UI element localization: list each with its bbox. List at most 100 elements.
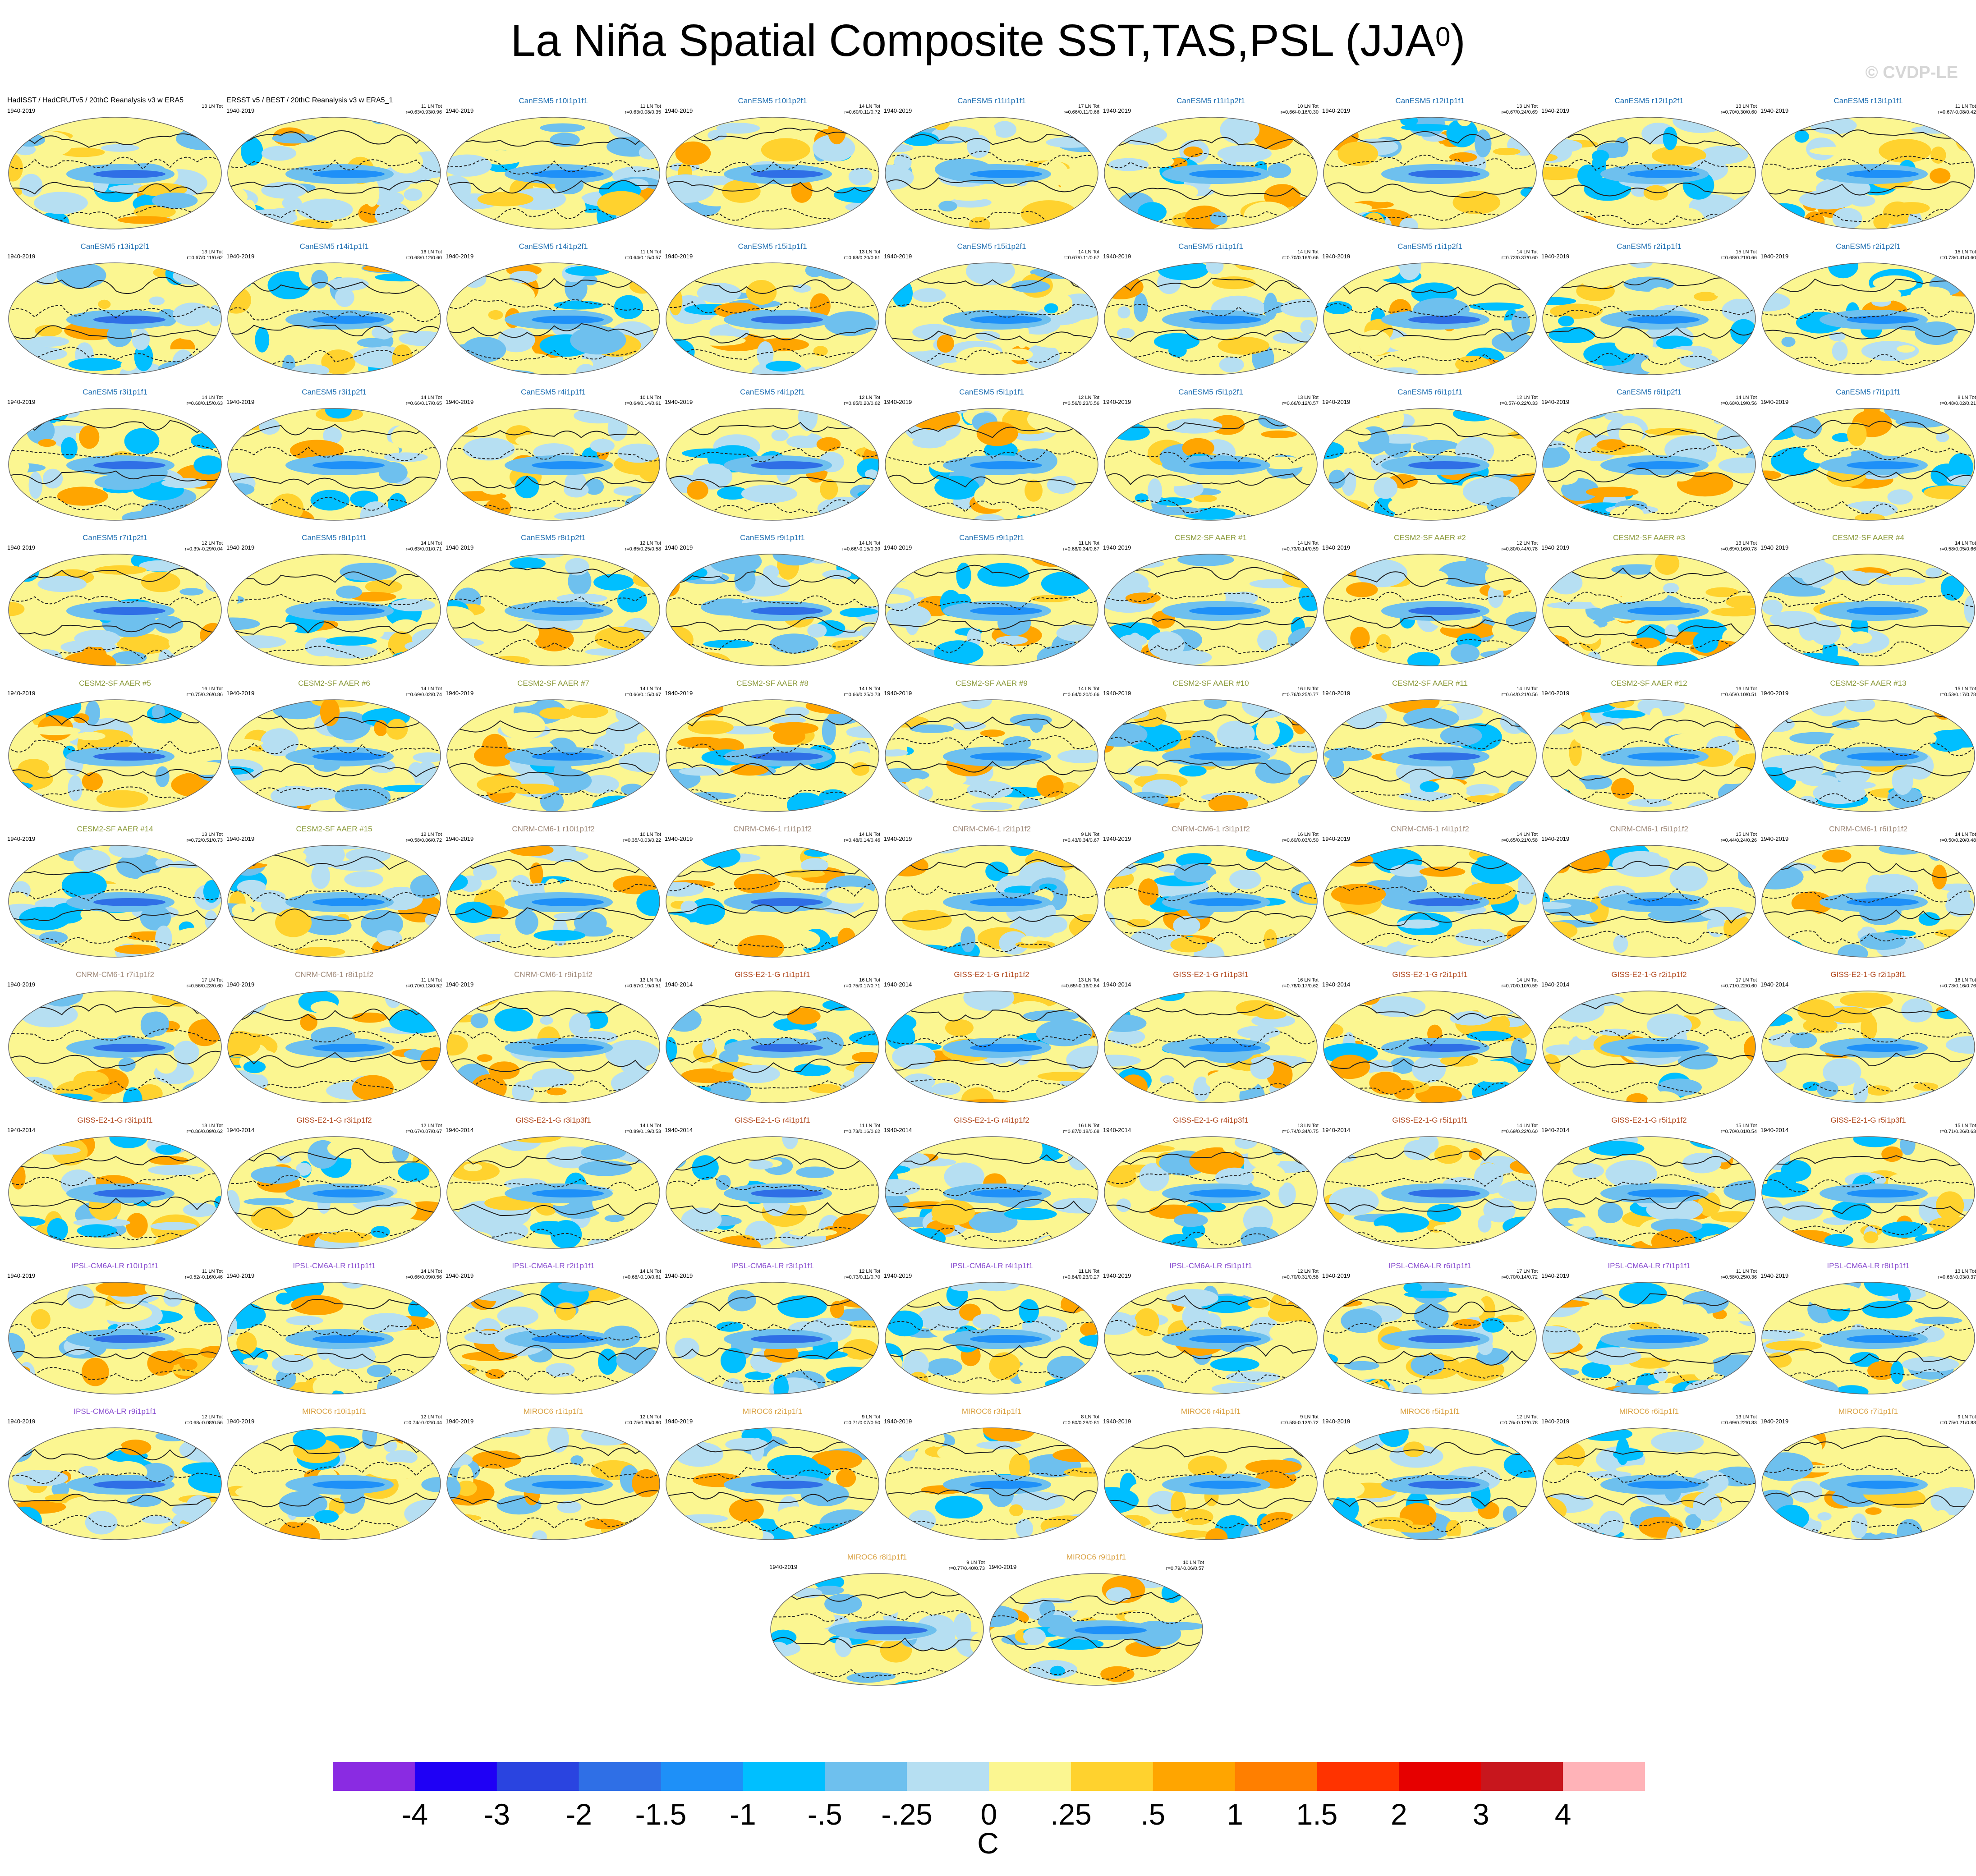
panel-header: CanESM5 r4i1p2f1 1940-2019 12 LN Tot r=0.65… [663, 388, 882, 409]
panel-years: 1940-2019 [665, 544, 693, 551]
panel-header: MIROC6 r1i1p1f1 1940-2019 12 LN Tot r=0.75/… [444, 1407, 663, 1429]
panel-title: CanESM5 r14i1p1f1 [299, 242, 369, 251]
panel-header: CanESM5 r7i1p1f1 1940-2019 8 LN Tot r=0.48/… [1759, 388, 1976, 409]
panel-count: 11 LN Tot [640, 249, 661, 255]
panel-stats: 12 LN Tot r=0.68/-0.08/0.56 [185, 1414, 223, 1426]
composite-panel: GISS-E2-1-G r5i1p1f1 1940-2014 14 LN Tot r=… [1320, 1116, 1539, 1251]
colorbar-swatch [1317, 1762, 1399, 1791]
panel-stats: 9 LN Tot r=0.77/0.40/0.73 [949, 1560, 985, 1572]
panel-count: 12 LN Tot [1078, 395, 1099, 400]
panel-years: 1940-2019 [1541, 399, 1570, 405]
globe-map [666, 117, 879, 229]
panel-count: 13 LN Tot [202, 1123, 223, 1128]
panel-correlation: r=0.60/0.11/0.72 [844, 110, 880, 115]
panel-title: MIROC6 r10i1p1f1 [302, 1407, 366, 1416]
panel-title: CanESM5 r8i1p1f1 [302, 533, 367, 542]
anomaly-field [1323, 1137, 1536, 1248]
composite-panel: IPSL-CM6A-LR r6i1p1f1 1940-2019 17 LN Tot r… [1320, 1261, 1539, 1397]
panel-header: CNRM-CM6-1 r3i1p1f2 1940-2019 16 LN Tot r=0… [1101, 825, 1320, 846]
panel-header: IPSL-CM6A-LR r2i1p1f1 1940-2019 14 LN Tot r… [444, 1261, 663, 1283]
globe-map [446, 554, 660, 666]
panel-correlation: r=0.69/0.02/0.74 [405, 692, 442, 697]
composite-panel: CESM2-SF AAER #8 1940-2019 14 LN Tot r=0.66… [663, 679, 882, 814]
globe-map [227, 554, 441, 666]
panel-title: CanESM5 r4i1p1f1 [521, 388, 586, 396]
panel-years: 1940-2019 [1760, 253, 1789, 260]
panel-correlation: r=0.70/0.01/0.54 [1720, 1129, 1757, 1134]
panel-correlation: r=0.66/-0.16/0.30 [1280, 110, 1319, 115]
globe-map [8, 699, 222, 812]
panel-stats: 14 LN Tot r=0.63/0.01/0.71 [406, 541, 442, 552]
panel-stats: 10 LN Tot r=0.79/-0.06/0.57 [1166, 1560, 1204, 1572]
anomaly-field [1543, 117, 1755, 229]
anomaly-field [885, 408, 1098, 520]
panel-header: CNRM-CM6-1 r2i1p1f2 1940-2019 9 LN Tot r=0.… [882, 825, 1101, 846]
composite-panel: CanESM5 r14i1p1f1 1940-2019 16 LN Tot r=0.6… [225, 242, 444, 377]
panel-title: MIROC6 r1i1p1f1 [523, 1407, 584, 1416]
panel-title: CESM2-SF AAER #14 [77, 825, 153, 833]
panel-title: IPSL-CM6A-LR r1i1p1f1 [293, 1261, 376, 1270]
panel-header: CNRM-CM6-1 r4i1p1f2 1940-2019 14 LN Tot r=0… [1320, 825, 1539, 846]
globe-map [1104, 991, 1318, 1103]
panel-stats: 15 LN Tot r=0.71/0.26/0.63 [1940, 1123, 1976, 1135]
composite-panel: CanESM5 r1i1p2f1 1940-2019 14 LN Tot r=0.72… [1320, 242, 1539, 377]
panel-header: GISS-E2-1-G r3i1p1f1 1940-2014 13 LN Tot r=… [5, 1116, 225, 1138]
anomaly-field [885, 1137, 1098, 1248]
panel-correlation: r=0.71/0.26/0.63 [1939, 1129, 1976, 1134]
panel-header: GISS-E2-1-G r1i1p3f1 1940-2014 16 LN Tot r=… [1101, 970, 1320, 992]
anomaly-field [228, 845, 441, 957]
panel-years: 1940-2014 [1103, 981, 1131, 988]
anomaly-field [666, 845, 879, 957]
panel-years: 1940-2019 [665, 1418, 693, 1425]
globe-map [1323, 991, 1537, 1103]
panel-title: CESM2-SF AAER #2 [1394, 533, 1466, 542]
panel-years: 1940-2019 [1760, 1418, 1789, 1425]
globe-map [1104, 408, 1318, 521]
panel-stats: 14 LN Tot r=0.70/0.10/0.59 [1502, 977, 1538, 989]
composite-panel: CanESM5 r8i1p2f1 1940-2019 12 LN Tot r=0.65… [444, 533, 663, 669]
panel-count: 12 LN Tot [1516, 541, 1538, 546]
composite-panel: CanESM5 r6i1p1f1 1940-2019 12 LN Tot r=0.57… [1320, 388, 1539, 523]
panel-correlation: r=0.64/0.21/0.56 [1501, 692, 1538, 697]
composite-panel: GISS-E2-1-G r1i1p1f1 1940-2014 16 LN Tot r=… [663, 970, 882, 1105]
panel-correlation: r=0.70/0.31/0.58 [1282, 1275, 1319, 1280]
panel-stats: 11 LN Tot r=0.70/0.13/0.52 [406, 977, 442, 989]
globe-map [1323, 699, 1537, 812]
panel-stats: 16 LN Tot r=0.68/0.12/0.60 [406, 249, 442, 261]
panel-count: 16 LN Tot [421, 249, 442, 255]
panel-title: CNRM-CM6-1 r4i1p1f2 [1391, 825, 1469, 833]
panel-count: 13 LN Tot [1955, 1269, 1976, 1274]
globe-map [1323, 1136, 1537, 1249]
composite-panel: CanESM5 r7i1p2f1 1940-2019 12 LN Tot r=0.39… [5, 533, 225, 669]
panel-correlation: r=0.77/0.40/0.73 [948, 1566, 985, 1571]
composite-panel: MIROC6 r10i1p1f1 1940-2019 12 LN Tot r=0.74… [225, 1407, 444, 1542]
panel-header: MIROC6 r3i1p1f1 1940-2019 8 LN Tot r=0.80/0… [882, 1407, 1101, 1429]
panel-header: CanESM5 r10i1p2f1 1940-2019 14 LN Tot r=0.6… [663, 96, 882, 118]
panel-count: 13 LN Tot [1516, 104, 1538, 109]
panel-count: 12 LN Tot [640, 541, 661, 546]
panel-stats: 11 LN Tot r=0.67/-0.08/0.42 [1938, 104, 1976, 115]
panel-title: GISS-E2-1-G r4i1p1f2 [954, 1116, 1029, 1124]
panel-years: 1940-2014 [446, 1127, 474, 1133]
panel-years: 1940-2019 [7, 107, 36, 114]
globe-map [1323, 1427, 1537, 1540]
panel-years: 1940-2019 [1760, 690, 1789, 697]
colorbar-swatch [907, 1762, 989, 1791]
anomaly-field [9, 700, 221, 812]
panel-title: GISS-E2-1-G r3i1p3f1 [515, 1116, 591, 1124]
globe-map [1542, 117, 1756, 229]
panel-correlation: r=0.68/0.15/0.63 [186, 401, 223, 406]
panel-header: GISS-E2-1-G r1i1p1f2 1940-2014 13 LN Tot r=… [882, 970, 1101, 992]
panel-years: 1940-2019 [1760, 1272, 1789, 1279]
globe-map [446, 991, 660, 1103]
composite-panel: IPSL-CM6A-LR r4i1p1f1 1940-2019 11 LN Tot r… [882, 1261, 1101, 1397]
anomaly-field [1104, 845, 1317, 957]
panel-header: CanESM5 r11i1p1f1 1940-2019 17 LN Tot r=0.6… [882, 96, 1101, 118]
panel-years: 1940-2019 [1541, 835, 1570, 842]
panel-years: 1940-2019 [665, 835, 693, 842]
panel-count: 15 LN Tot [1736, 249, 1757, 255]
panel-correlation: r=0.67/0.11/0.62 [187, 255, 223, 261]
panel-correlation: r=0.72/0.51/0.73 [186, 838, 223, 843]
anomaly-field [1543, 408, 1755, 520]
anomaly-field [885, 845, 1098, 957]
